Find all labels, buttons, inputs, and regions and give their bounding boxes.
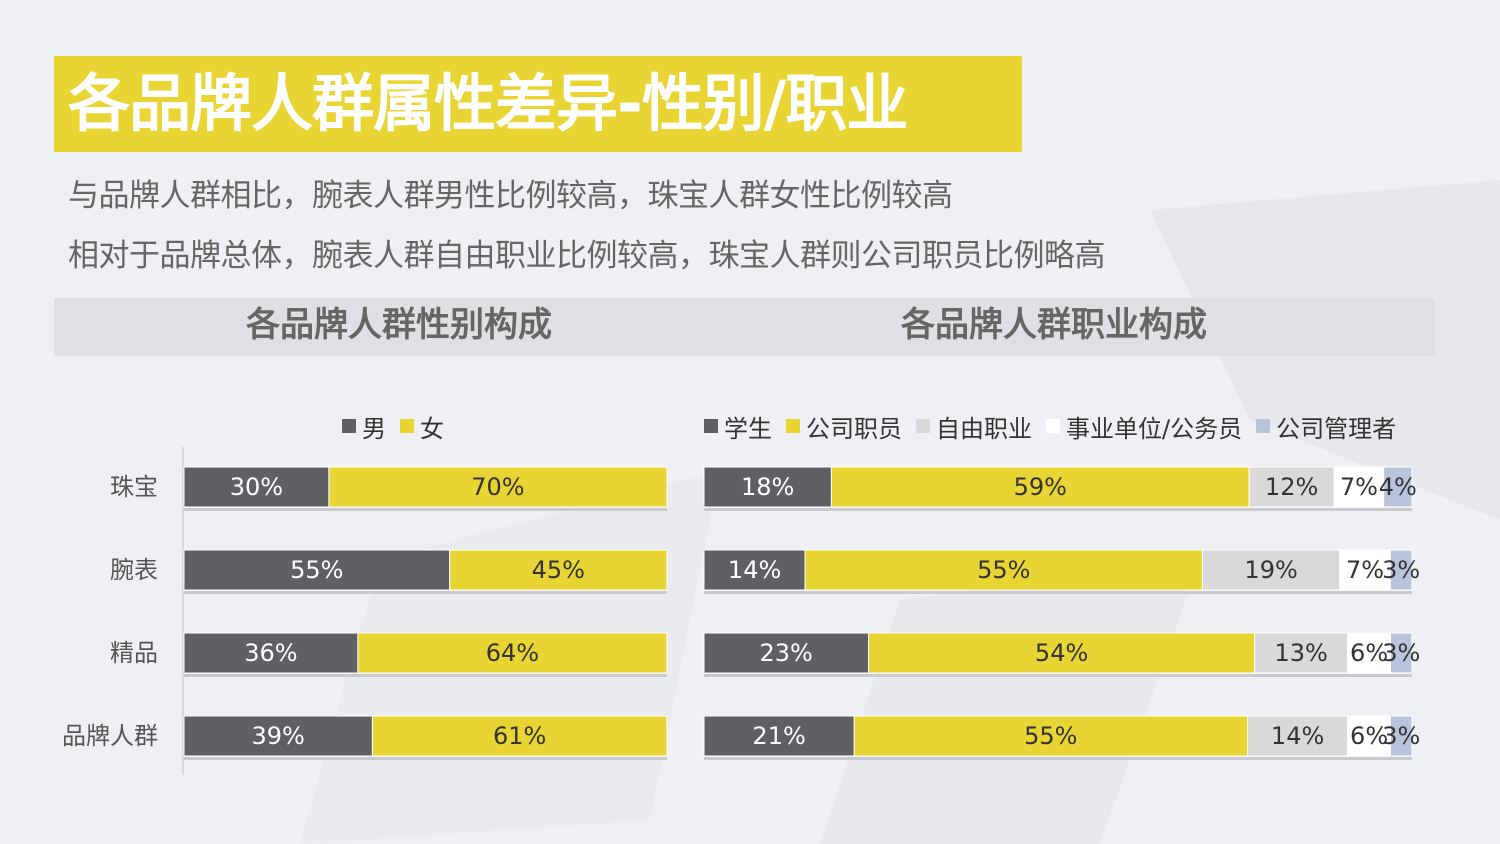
category-label: 腕表: [110, 556, 158, 584]
data-label: 61%: [493, 722, 546, 750]
data-label: 12%: [1265, 473, 1318, 501]
bar-segment-0-0-0: [183, 466, 330, 508]
data-label: 59%: [1014, 473, 1067, 501]
legend-swatch: [786, 419, 800, 433]
category-label: 珠宝: [110, 473, 158, 501]
legend-swatch: [400, 419, 414, 433]
bar-shadow: [184, 674, 667, 677]
legend-label: 女: [420, 414, 444, 443]
data-label: 3%: [1382, 556, 1420, 584]
gender-legend: 男女: [342, 408, 458, 444]
legend-item-1-0: 学生: [704, 409, 772, 444]
data-label: 39%: [252, 722, 305, 750]
legend-label: 公司职员: [806, 414, 902, 443]
bar-segment-1-2-4: [1390, 632, 1413, 674]
data-label: 4%: [1379, 473, 1417, 501]
data-label: 45%: [532, 556, 585, 584]
bar-segment-1-1-4: [1389, 549, 1413, 591]
bar-segment-1-2-1: [868, 632, 1256, 674]
data-label: 6%: [1350, 639, 1388, 667]
title-banner: 各品牌人群属性差异-性别/职业: [54, 56, 1022, 152]
legend-swatch: [916, 419, 930, 433]
bar-shadow: [704, 591, 1412, 594]
bar-segment-1-3-4: [1390, 715, 1413, 757]
legend-label: 学生: [724, 414, 772, 443]
data-label: 30%: [230, 473, 283, 501]
bar-shadow: [184, 591, 667, 594]
occupation-chart-title: 各品牌人群职业构成: [901, 305, 1207, 345]
bar-segment-0-0-1: [328, 466, 668, 508]
data-label: 3%: [1382, 722, 1420, 750]
legend-swatch: [1256, 419, 1271, 433]
subtitle-line-1: 与品牌人群相比，腕表人群男性比例较高，珠宝人群女性比例较高: [68, 178, 953, 214]
data-label: 54%: [1035, 639, 1088, 667]
legend-label: 事业单位/公务员: [1066, 414, 1243, 443]
legend-label: 男: [362, 414, 386, 443]
bar-shadow: [704, 757, 1412, 760]
legend-item-1-2: 自由职业: [916, 409, 1032, 444]
bar-segment-1-1-1: [804, 549, 1203, 591]
bar-segment-1-2-0: [703, 632, 869, 674]
data-label: 18%: [741, 473, 794, 501]
gender-chart-title: 各品牌人群性别构成: [246, 305, 552, 345]
bar-segment-1-3-3: [1347, 715, 1391, 757]
bar-segment-0-1-0: [183, 549, 451, 591]
legend-item-0-0: 男: [342, 409, 386, 444]
bar-shadow: [704, 674, 1412, 677]
data-label: 13%: [1275, 639, 1328, 667]
bar-segment-1-0-3: [1333, 466, 1385, 508]
bar-shadow: [704, 508, 1412, 511]
bar-segment-1-1-2: [1202, 549, 1341, 591]
data-label: 55%: [1024, 722, 1077, 750]
data-label: 14%: [728, 556, 781, 584]
bar-segment-1-1-0: [703, 549, 806, 591]
bar-segment-0-2-1: [357, 632, 668, 674]
occupation-legend: 学生 公司职员 自由职业 事业单位/公务员 公司管理者: [704, 408, 1410, 444]
data-label: 21%: [752, 722, 805, 750]
legend-item-1-1: 公司职员: [786, 409, 902, 444]
data-label: 64%: [486, 639, 539, 667]
bar-segment-1-0-4: [1383, 466, 1413, 508]
chart-header-band: 各品牌人群性别构成 各品牌人群职业构成: [54, 298, 1435, 356]
legend-item-0-1: 女: [400, 409, 444, 444]
legend-item-1-4: 公司管理者: [1256, 409, 1396, 444]
data-label: 36%: [244, 639, 297, 667]
bar-shadow: [184, 508, 667, 511]
legend-swatch: [342, 419, 356, 433]
data-label: 14%: [1271, 722, 1324, 750]
category-axis-line: [182, 447, 184, 775]
subtitle-line-2: 相对于品牌总体，腕表人群自由职业比例较高，珠宝人群则公司职员比例略高: [68, 238, 1106, 274]
legend-label: 公司管理者: [1276, 414, 1397, 443]
data-label: 70%: [471, 473, 524, 501]
data-label: 23%: [760, 639, 813, 667]
data-label: 55%: [977, 556, 1030, 584]
category-label: 品牌人群: [62, 722, 158, 750]
bar-segment-1-0-0: [703, 466, 832, 508]
data-label: 6%: [1350, 722, 1388, 750]
bar-segment-0-2-0: [183, 632, 359, 674]
bar-segment-1-2-2: [1254, 632, 1349, 674]
data-label: 7%: [1340, 473, 1378, 501]
data-label: 7%: [1346, 556, 1384, 584]
legend-label: 自由职业: [936, 414, 1032, 443]
bar-segment-1-2-3: [1347, 632, 1391, 674]
data-label: 3%: [1382, 639, 1420, 667]
legend-item-1-3: 事业单位/公务员: [1046, 409, 1242, 444]
data-label: 19%: [1244, 556, 1297, 584]
data-label: 55%: [290, 556, 343, 584]
bar-segment-0-1-1: [449, 549, 668, 591]
bar-segment-1-3-2: [1247, 715, 1349, 757]
page-title: 各品牌人群属性差异-性别/职业: [68, 67, 908, 140]
bar-segment-1-0-2: [1248, 466, 1335, 508]
legend-swatch: [1046, 419, 1060, 433]
bar-segment-1-0-1: [830, 466, 1250, 508]
bar-shadow: [184, 757, 667, 760]
legend-swatch: [704, 419, 718, 433]
bar-segment-1-3-1: [853, 715, 1248, 757]
bar-segment-0-3-0: [183, 715, 373, 757]
bar-segment-0-3-1: [371, 715, 668, 757]
category-label: 精品: [110, 639, 158, 667]
